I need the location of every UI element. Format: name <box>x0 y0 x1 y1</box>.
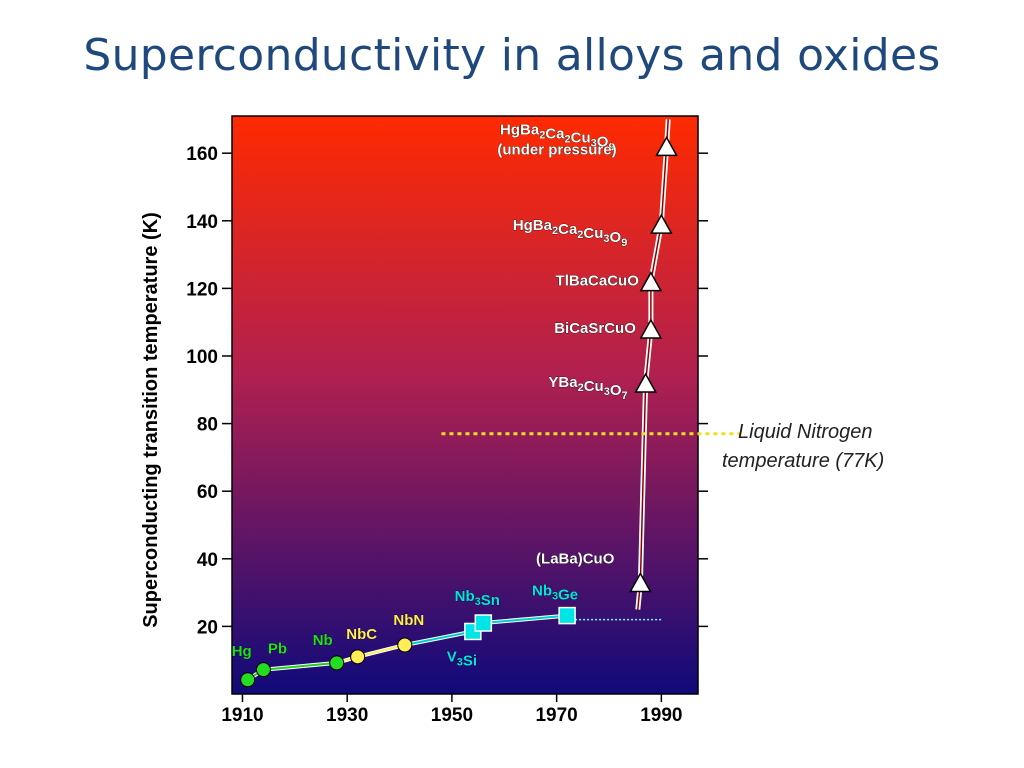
label-yba2cu3o7: YBa2Cu3O7 <box>548 374 627 402</box>
point-bicasrcuo <box>639 318 663 339</box>
point-nb3ge <box>558 606 576 625</box>
point-yba2cu3o7 <box>634 372 657 393</box>
plot-background <box>231 115 699 695</box>
label-nb3sn: Nb3Sn <box>455 588 500 609</box>
y-tick-label: 40 <box>197 550 218 571</box>
label-hgba2ca2cu3o9: HgBa2Ca2Cu3O9 <box>513 217 628 249</box>
label--laba-cuo: (LaBa)CuO <box>536 550 615 567</box>
label-nb: Nb <box>313 632 333 649</box>
label-under-pressure: (under pressure) <box>497 141 616 158</box>
label-nbn: NbN <box>393 612 424 629</box>
x-tick-label: 1990 <box>640 705 682 726</box>
label-nbc: NbC <box>346 626 377 643</box>
y-tick-label: 120 <box>186 279 218 300</box>
liquid-nitrogen-label: Liquid Nitrogen <box>738 421 873 443</box>
y-tick-label: 80 <box>197 415 218 436</box>
label-bicasrcuo: BiCaSrCuO <box>554 320 636 337</box>
liquid-nitrogen-label-line2: temperature (77K) <box>722 450 884 472</box>
label-tlbacacuo: TlBaCaCuO <box>556 273 640 290</box>
y-tick-label: 160 <box>186 144 218 165</box>
x-tick-label: 1970 <box>535 705 577 726</box>
x-tick-label: 1930 <box>326 705 368 726</box>
x-tick-label: 1950 <box>431 705 473 726</box>
point-hgba2ca2cu3o9 <box>650 213 673 234</box>
label-nb3ge: Nb3Ge <box>532 583 578 604</box>
point-tlbacacuo <box>639 271 663 292</box>
point-hg <box>240 672 256 688</box>
point-nb3sn <box>474 614 493 632</box>
x-tick-label: 1910 <box>221 705 263 726</box>
label-hgba2ca2cu3o9-under-pressure: HgBa2Ca2Cu3O9 <box>500 121 615 153</box>
cuprate-trend-line <box>637 119 669 610</box>
y-axis-label: Superconducting transition temperature (… <box>140 212 162 628</box>
point-hgba2ca2cu3o9-under-pressure <box>655 135 678 157</box>
point-nb <box>329 655 345 671</box>
y-tick-label: 140 <box>186 212 218 233</box>
slide-title: Superconductivity in alloys and oxides <box>83 30 941 81</box>
y-tick-label: 60 <box>197 482 218 503</box>
point-pb <box>255 662 271 678</box>
label-v3si: V3Si <box>447 648 477 669</box>
label-pb: Pb <box>268 641 287 658</box>
y-tick-label: 100 <box>186 347 218 368</box>
label-hg: Hg <box>232 643 252 660</box>
point-nbn <box>397 637 413 653</box>
point-nbc <box>350 649 366 665</box>
point--laba-cuo <box>629 571 652 593</box>
y-tick-label: 20 <box>197 617 218 638</box>
